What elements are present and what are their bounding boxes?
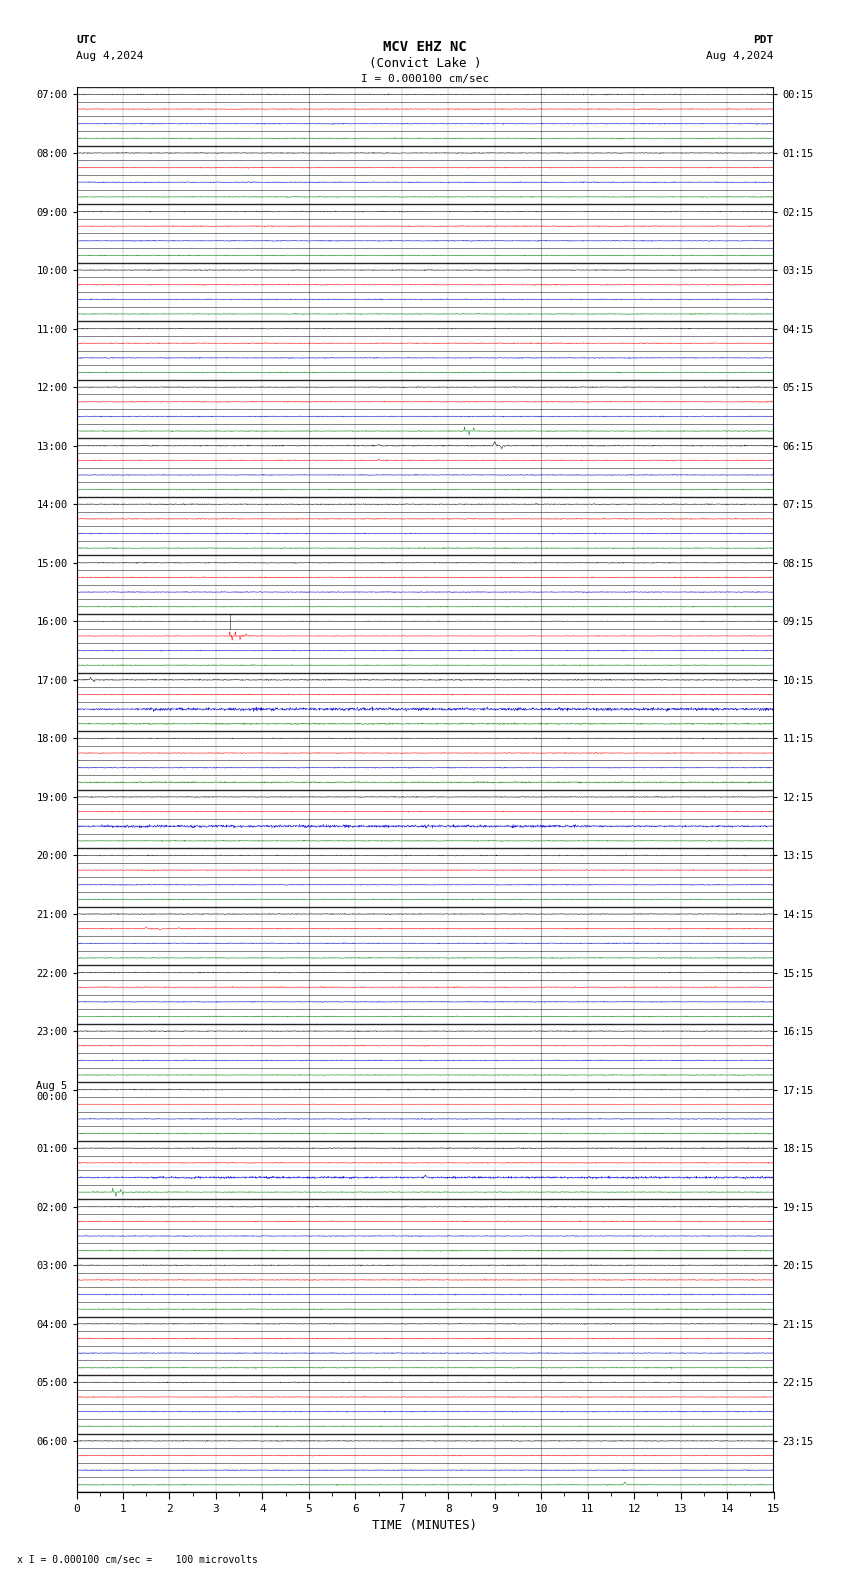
X-axis label: TIME (MINUTES): TIME (MINUTES) <box>372 1519 478 1532</box>
Text: MCV EHZ NC: MCV EHZ NC <box>383 40 467 54</box>
Text: x I = 0.000100 cm/sec =    100 microvolts: x I = 0.000100 cm/sec = 100 microvolts <box>17 1555 258 1565</box>
Text: PDT: PDT <box>753 35 774 44</box>
Text: Aug 4,2024: Aug 4,2024 <box>76 51 144 60</box>
Text: UTC: UTC <box>76 35 97 44</box>
Text: Aug 4,2024: Aug 4,2024 <box>706 51 774 60</box>
Text: I = 0.000100 cm/sec: I = 0.000100 cm/sec <box>361 74 489 84</box>
Text: (Convict Lake ): (Convict Lake ) <box>369 57 481 70</box>
